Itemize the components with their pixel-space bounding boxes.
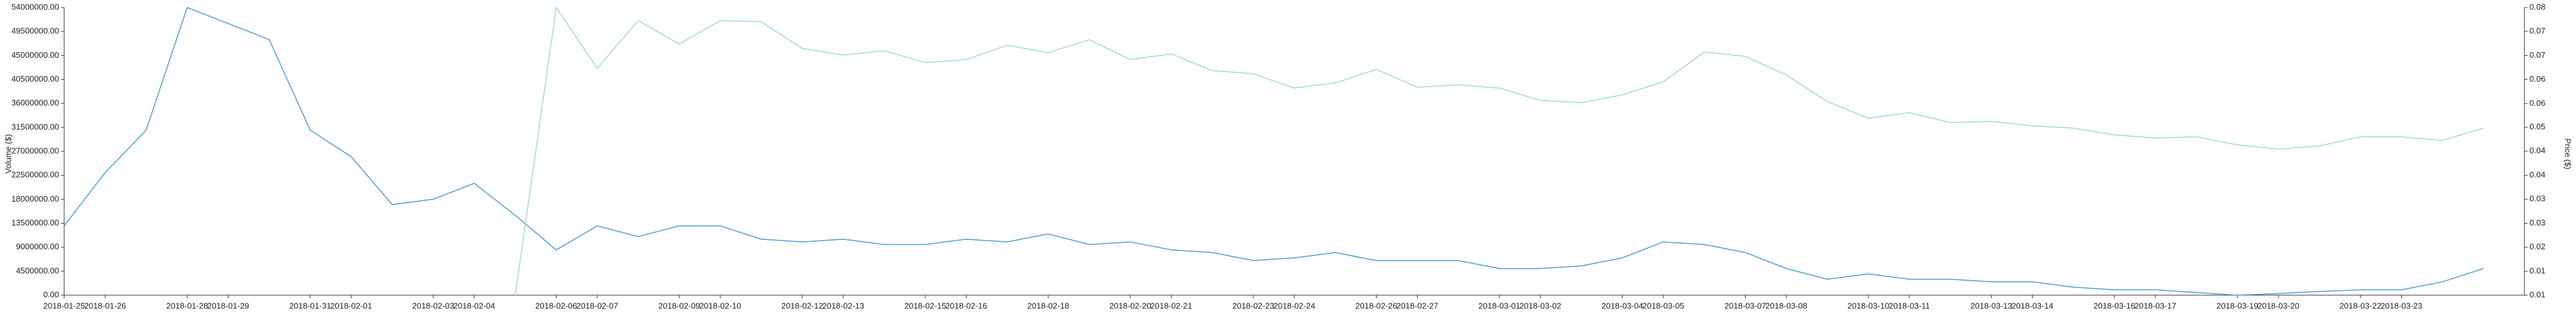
x-tick-label: 2018-03-17 — [2135, 301, 2177, 310]
x-tick-label: 2018-03-10 — [1848, 301, 1890, 310]
series-line — [64, 7, 2484, 296]
y2-tick-label: 0.08 — [2529, 2, 2545, 11]
y-tick-label: 13500000.00 — [11, 218, 59, 227]
x-tick-label: 2018-03-04 — [1601, 301, 1643, 310]
y2-tick-label: 0.03 — [2529, 194, 2545, 203]
x-tick-label: 2018-02-03 — [413, 301, 455, 310]
y2-tick-label: 0.03 — [2529, 218, 2545, 227]
y-axis-label: Volume ($) — [3, 134, 13, 174]
y2-tick-label: 0.01 — [2529, 290, 2545, 299]
y2-tick-label: 0.06 — [2529, 98, 2545, 107]
x-tick-label: 2018-02-06 — [535, 301, 577, 310]
y-tick-label: 4500000.00 — [16, 266, 59, 275]
y2-tick-label: 0.07 — [2529, 50, 2545, 60]
x-tick-label: 2018-02-10 — [699, 301, 741, 310]
x-tick-label: 2018-02-18 — [1028, 301, 1070, 310]
y-tick-label: 0.00 — [43, 290, 59, 299]
y-tick-label: 45000000.00 — [11, 50, 59, 60]
y-tick-label: 27000000.00 — [11, 146, 59, 155]
x-tick-label: 2018-01-28 — [166, 301, 208, 310]
y-tick-label: 40500000.00 — [11, 74, 59, 84]
x-tick-label: 2018-02-04 — [453, 301, 496, 310]
x-tick-label: 2018-03-16 — [2094, 301, 2136, 310]
y-tick-label: 9000000.00 — [16, 242, 59, 251]
x-tick-label: 2018-03-08 — [1765, 301, 1807, 310]
x-tick-label: 2018-03-22 — [2340, 301, 2382, 310]
x-tick-label: 2018-03-13 — [1970, 301, 2012, 310]
x-tick-label: 2018-03-14 — [2011, 301, 2053, 310]
x-tick-label: 2018-03-11 — [1889, 301, 1930, 310]
y-tick-label: 22500000.00 — [11, 170, 59, 180]
y2-tick-label: 0.01 — [2529, 266, 2545, 276]
y-tick-label: 49500000.00 — [11, 26, 59, 36]
x-tick-label: 2018-01-29 — [208, 301, 250, 310]
x-tick-label: 2018-03-07 — [1724, 301, 1767, 310]
x-tick-label: 2018-02-13 — [823, 301, 865, 310]
x-tick-label: 2018-02-23 — [1233, 301, 1275, 310]
y2-tick-label: 0.04 — [2529, 146, 2545, 155]
y2-axis-label: Price ($) — [2563, 138, 2573, 169]
x-tick-label: 2018-01-31 — [289, 301, 331, 310]
y-tick-label: 36000000.00 — [11, 98, 59, 107]
y2-tick-label: 0.05 — [2529, 122, 2545, 131]
x-tick-label: 2018-03-23 — [2380, 301, 2423, 310]
y2-tick-label: 0.06 — [2529, 74, 2545, 84]
y-tick-label: 54000000.00 — [11, 2, 59, 11]
x-tick-label: 2018-02-12 — [781, 301, 823, 310]
x-tick-label: 2018-02-15 — [904, 301, 947, 310]
x-tick-label: 2018-02-24 — [1274, 301, 1316, 310]
y2-tick-label: 0.07 — [2529, 26, 2545, 35]
x-tick-label: 2018-02-01 — [330, 301, 372, 310]
x-tick-label: 2018-01-26 — [84, 301, 126, 310]
y2-tick-label: 0.02 — [2529, 242, 2545, 251]
y-tick-label: 18000000.00 — [11, 194, 59, 203]
x-tick-label: 2018-02-21 — [1150, 301, 1192, 310]
x-tick-label: 2018-03-02 — [1519, 301, 1562, 310]
x-tick-label: 2018-03-19 — [2216, 301, 2258, 310]
x-tick-label: 2018-03-20 — [2258, 301, 2300, 310]
x-tick-label: 2018-02-09 — [658, 301, 701, 310]
x-tick-label: 2018-03-01 — [1479, 301, 1521, 310]
x-tick-label: 2018-03-05 — [1643, 301, 1685, 310]
series-line — [514, 6, 2484, 296]
x-tick-label: 2018-01-25 — [43, 301, 86, 310]
y2-tick-label: 0.04 — [2529, 170, 2545, 180]
x-tick-label: 2018-02-07 — [576, 301, 618, 310]
y-tick-label: 31500000.00 — [11, 122, 59, 131]
x-tick-label: 2018-02-16 — [945, 301, 987, 310]
x-tick-label: 2018-02-27 — [1396, 301, 1438, 310]
x-tick-label: 2018-02-20 — [1109, 301, 1152, 310]
x-tick-label: 2018-02-26 — [1355, 301, 1397, 310]
